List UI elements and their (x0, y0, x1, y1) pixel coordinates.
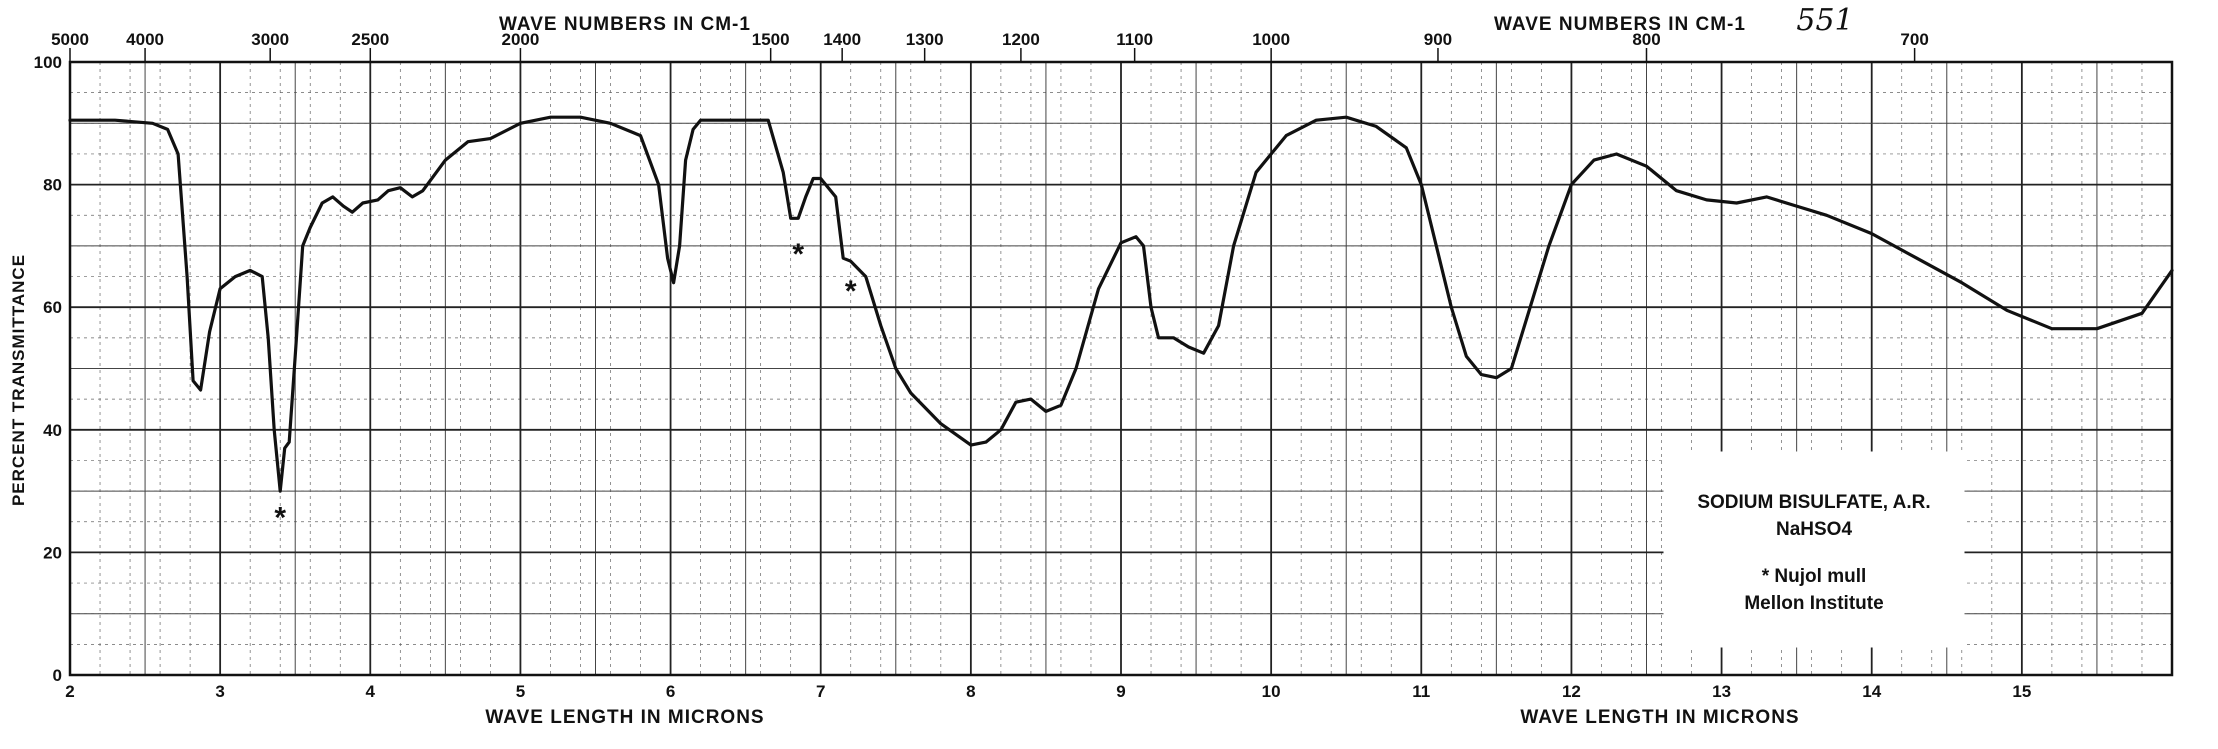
y-tick-label: 60 (43, 298, 62, 317)
x-tick-label: 7 (816, 682, 825, 701)
top-tick-label: 1000 (1252, 30, 1290, 49)
top-axis-title: WAVE NUMBERS IN CM-1 (499, 14, 751, 35)
top-tick-label: 700 (1900, 30, 1928, 49)
top-tick-label: 900 (1424, 30, 1452, 49)
x-tick-label: 15 (2012, 682, 2031, 701)
legend-source: Mellon Institute (1744, 593, 1883, 614)
x-axis-title-right: WAVE LENGTH IN MICRONS (1520, 707, 1799, 728)
x-axis-ticks: 2 3 4 5 6 7 8 9 10 11 12 13 14 15 (65, 682, 2031, 701)
x-tick-label: 14 (1862, 682, 1881, 701)
transmittance-series-line (68, 115, 2174, 493)
y-tick-label: 0 (53, 666, 62, 685)
top-tick-label: 1400 (823, 30, 861, 49)
x-tick-label: 6 (666, 682, 675, 701)
x-tick-label: 8 (966, 682, 975, 701)
top-tick-label: 5000 (51, 30, 89, 49)
top-tick-label: 1200 (1002, 30, 1040, 49)
top-tick-label: 1300 (906, 30, 944, 49)
x-tick-label: 2 (65, 682, 74, 701)
top-tick-label: 4000 (126, 30, 164, 49)
nujol-asterisk: * (845, 275, 857, 308)
page-number: 551 (1796, 3, 1853, 38)
x-tick-label: 5 (516, 682, 525, 701)
y-tick-label: 40 (43, 421, 62, 440)
top-tick-label: 2000 (502, 30, 540, 49)
nujol-asterisk: * (274, 502, 286, 535)
y-axis-title: PERCENT TRANSMITTANCE (9, 254, 28, 506)
top-axis-ticks: 5000 4000 3000 2500 2000 1500 1400 1300 1200 1100… (51, 30, 1929, 62)
top-tick-label: 2500 (351, 30, 389, 49)
legend-compound-name: SODIUM BISULFATE, A.R. (1697, 492, 1930, 513)
x-tick-label: 10 (1262, 682, 1281, 701)
x-tick-label: 11 (1412, 682, 1430, 701)
x-tick-label: 9 (1116, 682, 1125, 701)
y-tick-label: 80 (43, 176, 62, 195)
top-tick-label: 1500 (752, 30, 790, 49)
top-tick-label: 3000 (251, 30, 289, 49)
plot-frame (68, 60, 2174, 677)
x-tick-label: 3 (215, 682, 224, 701)
y-tick-label: 100 (34, 53, 62, 72)
nujol-marks: * * * (274, 238, 857, 535)
x-tick-label: 13 (1712, 682, 1731, 701)
legend-box: SODIUM BISULFATE, A.R. NaHSO4 * Nujol mu… (1663, 451, 1965, 648)
nujol-asterisk: * (792, 238, 804, 271)
top-axis-title-right: WAVE NUMBERS IN CM-1 (1494, 14, 1746, 35)
x-tick-label: 12 (1562, 682, 1581, 701)
x-tick-label: 4 (366, 682, 376, 701)
x-axis-title: WAVE LENGTH IN MICRONS (485, 707, 764, 728)
top-tick-label: 1100 (1116, 30, 1153, 49)
legend-formula: NaHSO4 (1776, 519, 1852, 540)
top-tick-label: 800 (1632, 30, 1660, 49)
y-tick-label: 20 (43, 543, 62, 562)
y-axis-ticks: 0 20 40 60 80 100 (34, 53, 62, 685)
legend-mull-note: * Nujol mull (1762, 566, 1867, 587)
